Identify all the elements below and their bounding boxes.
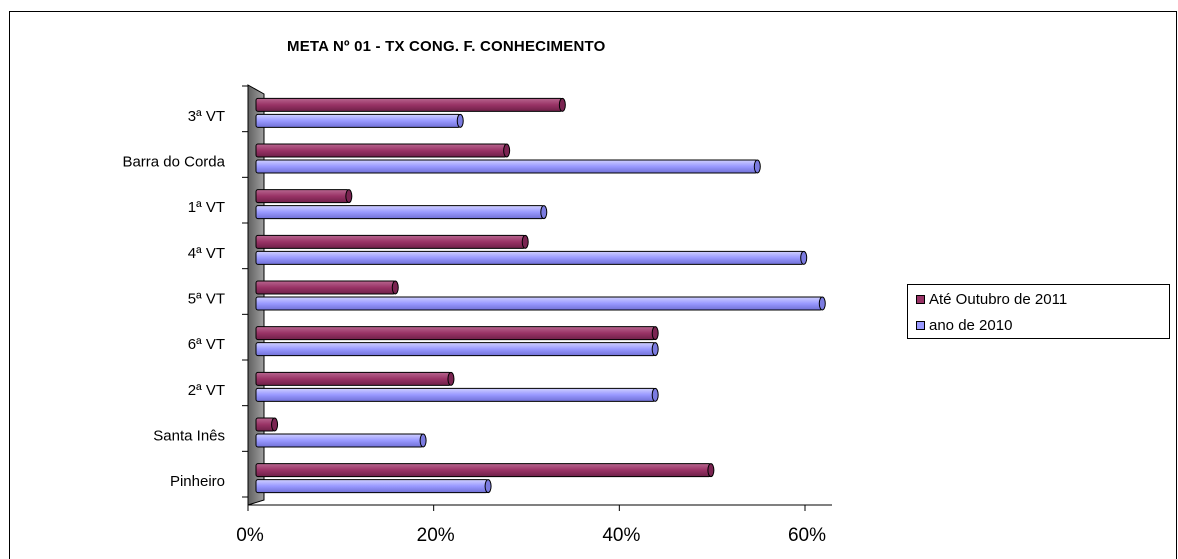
bar-body: [255, 205, 545, 220]
category-label: Santa Inês: [153, 428, 225, 445]
legend-label-series-2: ano de 2010: [929, 317, 1013, 334]
bar-cap: [456, 113, 464, 128]
bar-series-1-0: [255, 97, 566, 112]
legend-item-series-1: Até Outubro de 2011: [916, 291, 1067, 308]
bar-body: [255, 189, 350, 204]
bar-body: [255, 159, 758, 174]
bar-body: [255, 234, 526, 249]
bar-cap: [800, 250, 808, 265]
bar-cap: [345, 189, 353, 204]
bar-series-1-5: [255, 326, 659, 341]
bar-cap: [521, 234, 529, 249]
bar-body: [255, 326, 656, 341]
bar-series-1-3: [255, 234, 529, 249]
bar-body: [255, 342, 656, 357]
category-label: 6ª VT: [188, 336, 225, 353]
bar-cap: [447, 371, 455, 386]
bar-body: [255, 113, 461, 128]
x-tick-label: 0%: [236, 525, 264, 546]
bar-body: [255, 296, 823, 311]
x-tick-label: 60%: [788, 525, 826, 546]
legend-item-series-2: ano de 2010: [916, 317, 1012, 334]
bar-series-2-5: [255, 342, 659, 357]
bar-cap: [391, 280, 399, 295]
bar-series-2-8: [255, 479, 492, 494]
bar-body: [255, 479, 489, 494]
bar-cap: [484, 479, 492, 494]
bar-series-2-7: [255, 433, 427, 448]
bar-series-2-6: [255, 387, 659, 402]
bar-body: [255, 97, 563, 112]
bar-series-1-1: [255, 143, 511, 158]
bar-series-2-1: [255, 159, 761, 174]
bar-series-2-4: [255, 296, 826, 311]
bar-series-1-6: [255, 371, 455, 386]
bar-series-2-3: [255, 250, 808, 265]
bar-cap: [540, 205, 548, 220]
bar-body: [255, 463, 712, 478]
bar-body: [255, 433, 424, 448]
bar-body: [255, 371, 452, 386]
legend: Até Outubro de 2011 ano de 2010: [907, 284, 1170, 339]
bar-body: [255, 387, 656, 402]
bar-cap: [651, 342, 659, 357]
bar-cap: [558, 97, 566, 112]
x-tick-label: 40%: [602, 525, 640, 546]
bar-cap: [651, 387, 659, 402]
category-label: 2ª VT: [188, 382, 225, 399]
category-label: 4ª VT: [188, 245, 225, 262]
bar-series-2-2: [255, 205, 548, 220]
bar-series-1-8: [255, 463, 715, 478]
bar-cap: [707, 463, 715, 478]
bar-body: [255, 280, 396, 295]
x-tick-label: 20%: [417, 525, 455, 546]
bar-cap: [818, 296, 826, 311]
category-label: 3ª VT: [188, 108, 225, 125]
bar-cap: [271, 417, 279, 432]
category-label: Pinheiro: [170, 473, 225, 490]
bar-cap: [753, 159, 761, 174]
bar-cap: [419, 433, 427, 448]
bar-series-1-4: [255, 280, 399, 295]
bar-series-1-2: [255, 189, 353, 204]
chart-frame: [9, 11, 1177, 559]
legend-swatch-series-1: [916, 295, 925, 304]
legend-label-series-1: Até Outubro de 2011: [929, 291, 1068, 308]
bar-cap: [503, 143, 511, 158]
chart-title: META Nº 01 - TX CONG. F. CONHECIMENTO: [287, 38, 606, 55]
category-label: 5ª VT: [188, 291, 225, 308]
bar-cap: [651, 326, 659, 341]
bar-body: [255, 250, 805, 265]
bar-body: [255, 143, 508, 158]
legend-swatch-series-2: [916, 321, 925, 330]
bar-series-1-7: [255, 417, 279, 432]
bar-series-2-0: [255, 113, 464, 128]
category-label: Barra do Corda: [122, 154, 225, 171]
category-label: 1ª VT: [188, 199, 225, 216]
